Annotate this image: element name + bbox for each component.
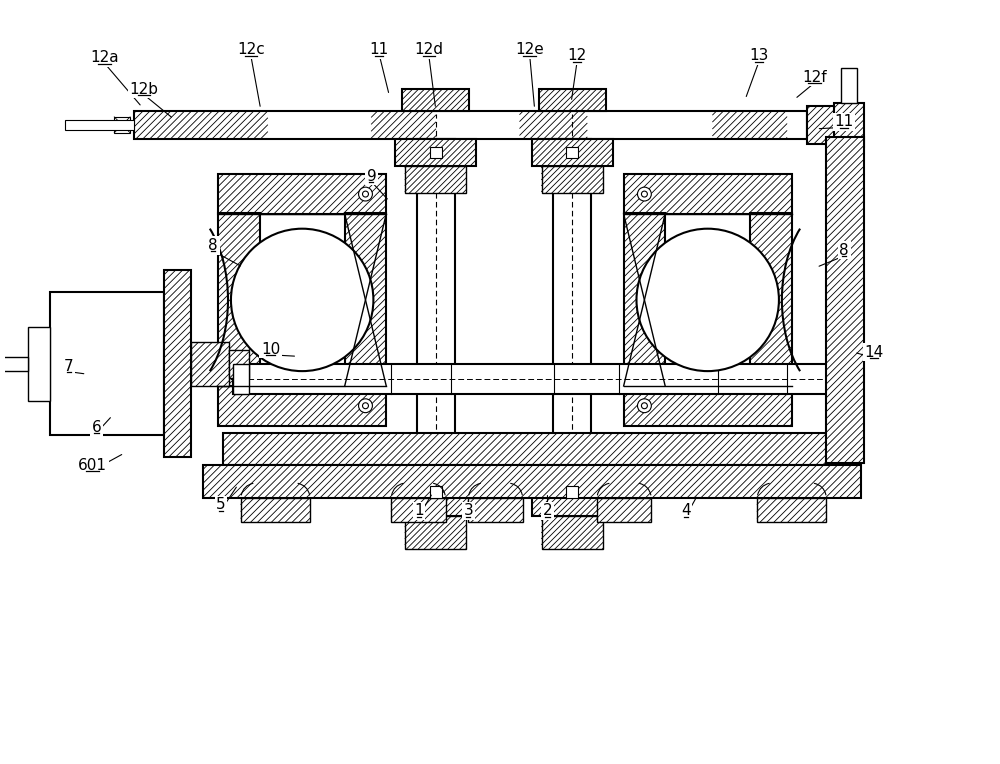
- Bar: [624, 174, 792, 214]
- Bar: [532, 139, 613, 167]
- Circle shape: [636, 228, 779, 371]
- Text: 13: 13: [749, 48, 769, 63]
- Bar: [841, 69, 857, 103]
- Bar: [417, 139, 455, 468]
- Bar: [405, 167, 466, 193]
- Text: 6: 6: [92, 420, 101, 435]
- Text: 5: 5: [216, 497, 226, 512]
- Bar: [566, 486, 578, 497]
- Circle shape: [637, 187, 651, 201]
- Bar: [807, 106, 836, 144]
- Text: 8: 8: [839, 243, 849, 258]
- Bar: [834, 103, 864, 147]
- Bar: [402, 89, 469, 111]
- Bar: [430, 486, 442, 497]
- Bar: [597, 497, 651, 523]
- Text: 12: 12: [568, 48, 587, 63]
- Text: 12d: 12d: [414, 42, 443, 57]
- Bar: [233, 364, 249, 394]
- Bar: [241, 497, 310, 523]
- Circle shape: [641, 191, 647, 197]
- Bar: [134, 111, 807, 139]
- Bar: [345, 213, 386, 386]
- Bar: [28, 327, 50, 401]
- Bar: [65, 120, 134, 130]
- Bar: [395, 468, 476, 516]
- Text: 10: 10: [261, 342, 280, 357]
- Bar: [395, 139, 476, 167]
- Text: 12f: 12f: [802, 70, 827, 85]
- Bar: [203, 465, 861, 497]
- Bar: [218, 213, 260, 386]
- Bar: [542, 167, 603, 193]
- Bar: [624, 213, 665, 386]
- Text: 14: 14: [864, 345, 884, 360]
- Bar: [566, 147, 578, 158]
- Text: 12c: 12c: [237, 42, 265, 57]
- Circle shape: [359, 187, 372, 201]
- Bar: [1, 358, 28, 371]
- Bar: [50, 292, 164, 435]
- Text: 11: 11: [370, 42, 389, 57]
- Bar: [539, 89, 606, 111]
- Circle shape: [641, 403, 647, 409]
- Bar: [826, 137, 864, 463]
- Bar: [624, 386, 792, 426]
- Text: 3: 3: [463, 503, 473, 518]
- Bar: [553, 139, 591, 468]
- Bar: [223, 433, 841, 465]
- Text: 601: 601: [78, 458, 107, 473]
- Text: 9: 9: [367, 169, 376, 184]
- Circle shape: [231, 228, 373, 371]
- Circle shape: [363, 191, 368, 197]
- Bar: [229, 351, 249, 378]
- Bar: [542, 516, 603, 549]
- Text: 12b: 12b: [129, 82, 158, 97]
- Circle shape: [637, 399, 651, 413]
- Text: 1: 1: [414, 503, 424, 518]
- Bar: [750, 213, 792, 386]
- Bar: [218, 174, 386, 214]
- Text: 7: 7: [64, 358, 74, 374]
- Bar: [218, 386, 386, 426]
- Text: 12a: 12a: [90, 50, 119, 65]
- Bar: [164, 270, 191, 457]
- Text: 2: 2: [543, 503, 552, 518]
- Bar: [532, 468, 613, 516]
- Bar: [430, 147, 442, 158]
- Text: 11: 11: [835, 115, 854, 129]
- Circle shape: [363, 403, 368, 409]
- Text: 12e: 12e: [515, 42, 544, 57]
- Text: 8: 8: [208, 238, 218, 253]
- Text: 4: 4: [681, 503, 691, 518]
- Bar: [191, 342, 229, 386]
- Bar: [405, 516, 466, 549]
- Circle shape: [359, 399, 372, 413]
- Bar: [114, 117, 130, 133]
- Bar: [391, 497, 446, 523]
- Bar: [468, 497, 523, 523]
- Bar: [757, 497, 826, 523]
- Bar: [233, 364, 841, 394]
